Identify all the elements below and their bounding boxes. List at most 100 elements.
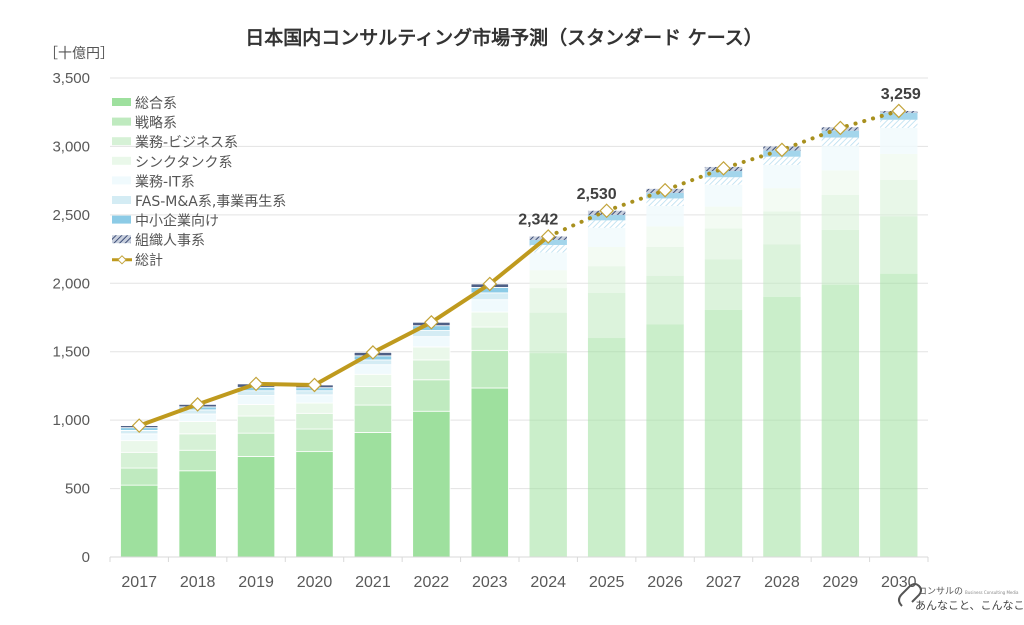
bar-segment <box>529 252 567 271</box>
bar-segment <box>295 412 334 430</box>
x-tick-label: 2018 <box>180 574 216 591</box>
bar-segment <box>880 153 918 180</box>
total-line <box>131 103 907 433</box>
x-tick-label: 2025 <box>589 574 625 591</box>
legend-swatch <box>112 137 131 146</box>
bar-segment <box>704 184 743 207</box>
bar-segment <box>295 428 334 453</box>
data-label-2025: 2,530 <box>577 186 617 203</box>
bar-segment <box>763 296 801 557</box>
legend-label: 総合系 <box>135 96 177 112</box>
bar-stack-2023 <box>470 283 509 558</box>
bar-segment <box>821 195 860 230</box>
legend-swatch <box>112 196 131 204</box>
total-marker <box>131 418 147 433</box>
bar-segment <box>587 338 626 557</box>
bar-segment <box>470 387 509 558</box>
bar-segment <box>704 206 743 229</box>
bar-segment <box>704 309 743 557</box>
legend-item: 中小企業向け <box>112 213 219 230</box>
bar-stack-2030 <box>880 110 918 557</box>
total-marker <box>657 182 673 198</box>
total-marker <box>248 376 264 392</box>
legend-swatch <box>112 215 131 224</box>
paperclip-icon <box>898 583 922 607</box>
bar-segment <box>646 247 684 276</box>
bar-segment <box>529 244 567 253</box>
data-label-2030: 3,259 <box>881 86 921 103</box>
bar-stack-2021 <box>353 351 393 558</box>
bar-segment <box>353 386 393 406</box>
total-marker <box>424 314 439 330</box>
bar-stack-2025 <box>587 210 626 557</box>
bar-stack-2027 <box>704 166 743 557</box>
watermark-line2: あんなこと、こんなこと <box>915 599 1024 612</box>
watermark-small: Business Consulting Media <box>965 590 1019 595</box>
bar-segment <box>236 456 276 558</box>
legend-swatch <box>112 117 131 126</box>
bar-segment <box>763 211 801 245</box>
bar-segment <box>236 390 276 396</box>
bar-segment <box>646 275 684 325</box>
bar-stacks <box>120 110 918 558</box>
bar-segment <box>470 326 509 351</box>
legend-item: 総計 <box>112 253 163 269</box>
y-tick-label: 3,000 <box>52 138 90 155</box>
x-tick-label: 2029 <box>823 574 859 591</box>
bar-stack-2018 <box>178 404 217 558</box>
bar-segment <box>880 179 918 217</box>
bar-segment <box>763 188 801 212</box>
bar-segment <box>587 266 626 293</box>
bar-segment <box>821 137 860 146</box>
bar-segment <box>587 227 626 248</box>
bar-segment <box>704 177 743 185</box>
legend-item: 組織人事系 <box>112 233 205 249</box>
legend-item: 業務-IT系 <box>112 174 195 190</box>
bar-segment <box>236 432 276 457</box>
y-tick-label: 2,000 <box>52 275 90 292</box>
bar-segment <box>880 216 918 274</box>
bar-segment <box>763 244 801 297</box>
total-marker <box>365 345 381 360</box>
bar-segment <box>236 404 276 417</box>
legend-item: 総合系 <box>112 96 177 112</box>
bar-segment <box>353 373 393 388</box>
bar-segment <box>646 205 684 227</box>
bar-segment <box>529 353 567 557</box>
y-tick-label: 2,500 <box>52 207 90 224</box>
bar-segment <box>178 421 217 435</box>
bar-stack-2019 <box>236 383 276 558</box>
watermark-line1: コンサルの <box>918 586 963 597</box>
total-marker <box>891 103 907 119</box>
bar-stack-2017 <box>120 425 159 558</box>
bar-stack-2026 <box>646 188 684 557</box>
x-tick-label: 2028 <box>764 574 800 591</box>
bar-segment <box>353 404 393 433</box>
x-tick-label: 2017 <box>121 574 157 591</box>
legend-label: FAS-M&A系,事業再生系 <box>135 194 286 210</box>
bar-segment <box>470 311 509 328</box>
bar-segment <box>412 346 451 361</box>
bar-segment <box>178 449 217 472</box>
bar-segment <box>236 395 276 405</box>
bar-segment <box>412 410 451 558</box>
y-tick-label: 3,500 <box>52 70 90 87</box>
total-marker <box>307 377 322 393</box>
bar-segment <box>704 259 743 310</box>
legend-marker <box>117 255 127 265</box>
bar-stack-2020 <box>295 384 334 558</box>
legend-label: 業務-ビジネス系 <box>135 135 238 151</box>
bar-segment <box>880 127 918 154</box>
bar-segment <box>353 432 393 558</box>
bar-stack-2029 <box>821 127 860 557</box>
total-marker <box>599 203 614 219</box>
y-tick-label: 1,500 <box>52 344 90 361</box>
y-tick-label: 500 <box>65 481 90 498</box>
watermark: コンサルの Business Consulting Media あんなこと、こん… <box>898 583 1024 612</box>
legend-label: 総計 <box>135 253 163 269</box>
bar-segment <box>178 433 217 451</box>
x-tick-label: 2019 <box>238 574 274 591</box>
total-marker <box>540 229 556 244</box>
y-tick-label: 1,000 <box>52 412 90 429</box>
